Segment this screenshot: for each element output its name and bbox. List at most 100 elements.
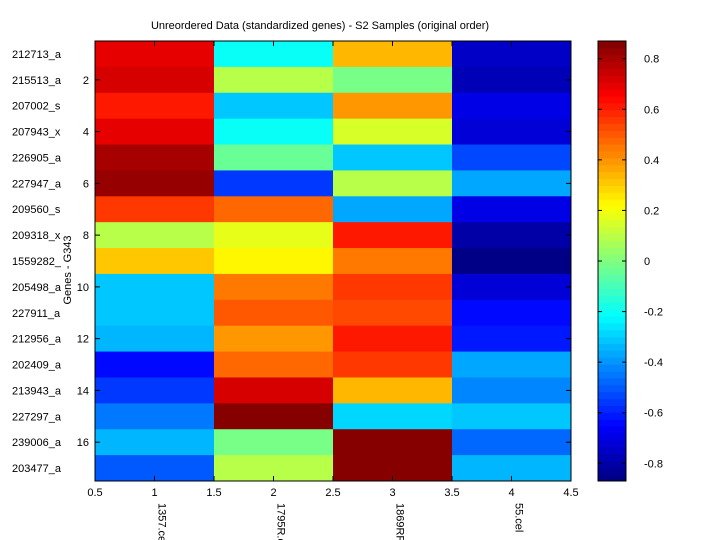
x-tick-label: 1.5 <box>206 487 221 499</box>
axes: 212713_a 215513_a 207002_s 207943_x 226905_a… <box>12 40 579 540</box>
row-label: 207002_s <box>12 101 61 113</box>
colorbar-segment <box>598 47 626 56</box>
x-tick-label: 2 <box>270 487 276 499</box>
colorbar-segment <box>598 164 626 173</box>
heatmap-cells <box>95 41 572 482</box>
heatmap-cell <box>333 170 453 197</box>
colorbar-segment <box>598 426 626 434</box>
colorbar-segment <box>598 377 626 386</box>
heatmap-cell <box>452 144 572 171</box>
colorbar-segment <box>598 412 626 420</box>
row-label: 215513_a <box>12 75 62 87</box>
x-tick-label: 3 <box>389 487 395 499</box>
colorbar-segment <box>598 384 626 393</box>
colorbar-segment <box>598 460 626 468</box>
heatmap-cell <box>214 403 334 430</box>
colorbar-segment <box>598 240 626 248</box>
heatmap-cell <box>333 273 453 301</box>
row-label: 227297_a <box>12 411 62 423</box>
heatmap-cell <box>214 273 334 301</box>
colorbar-segment <box>598 89 626 97</box>
heatmap-cell <box>333 66 453 94</box>
colorbar-segment <box>598 41 626 49</box>
colorbar-segment <box>598 295 626 303</box>
colorbar-segment <box>598 329 626 338</box>
heatmap-cell <box>333 92 453 120</box>
row-label: 227947_a <box>12 178 62 190</box>
row-label: 209560_s <box>12 204 61 216</box>
colorbar-tick-label: 0.4 <box>644 155 659 167</box>
heatmap-cell <box>452 299 572 327</box>
colorbar-tick-label: 0 <box>644 256 650 268</box>
y-tick-label: 6 <box>83 178 89 190</box>
heatmap-cell <box>333 377 453 404</box>
heatmap-cell <box>95 144 215 171</box>
heatmap-cell <box>95 299 215 327</box>
heatmap-cell <box>214 170 334 197</box>
heatmap-cell <box>452 273 572 301</box>
y-axis-label: Genes - G343 <box>62 235 74 304</box>
heatmap-cell <box>214 429 334 456</box>
colorbar-tick-label: -0.2 <box>644 307 663 319</box>
row-label: 227911_a <box>12 308 61 320</box>
colorbar-segment <box>598 336 626 344</box>
heatmap-cell <box>214 351 334 378</box>
y-tick-label: 2 <box>83 75 89 87</box>
colorbar-tick-label: 0.8 <box>644 54 659 66</box>
heatmap-cell <box>214 222 334 249</box>
heatmap-cell <box>95 429 215 456</box>
row-label: 226905_a <box>12 152 62 164</box>
heatmap-cell <box>95 170 215 197</box>
colorbar-segment <box>598 391 626 399</box>
colorbar-segment <box>598 302 626 310</box>
colorbar-segment <box>598 61 626 69</box>
colorbar-segment <box>598 233 626 241</box>
heatmap-cell <box>452 222 572 249</box>
colorbar-segment <box>598 199 626 207</box>
heatmap-cell <box>214 66 334 94</box>
heatmap-cell <box>333 248 453 275</box>
heatmap-cell <box>452 196 572 223</box>
heatmap-cell <box>333 351 453 378</box>
heatmap-cell <box>214 325 334 353</box>
colorbar-segment <box>598 419 626 427</box>
colorbar-segment <box>598 219 626 228</box>
row-label: 213943_a <box>12 385 62 397</box>
heatmap-cell <box>452 377 572 404</box>
heatmap-cell <box>95 66 215 94</box>
colorbar-segment <box>598 432 626 441</box>
row-label: 205498_a <box>12 282 62 294</box>
heatmap-cell <box>452 248 572 275</box>
colorbar-segment <box>598 357 626 365</box>
chart-title: Unreordered Data (standardized genes) - … <box>151 20 489 32</box>
colorbar-segment <box>598 343 626 351</box>
heatmap-cell <box>95 273 215 301</box>
column-label: 55.cel <box>513 503 525 532</box>
colorbar-tick-label: 0.2 <box>644 205 659 217</box>
heatmap-cell <box>214 118 334 146</box>
heatmap-cell <box>333 144 453 171</box>
x-tick-label: 4.5 <box>563 487 578 499</box>
heatmap-cell <box>214 196 334 223</box>
colorbar: -0.8 -0.6 -0.4 -0.2 0 0.2 0.4 0.6 0.8 <box>597 40 663 482</box>
heatmap-cell <box>452 118 572 146</box>
colorbar-segment <box>598 157 626 166</box>
x-tick-label: 1 <box>151 487 157 499</box>
heatmap-cell <box>214 377 334 404</box>
colorbar-segment <box>598 206 626 214</box>
heatmap-cell <box>95 325 215 353</box>
colorbar-segment <box>598 261 626 269</box>
colorbar-segment <box>598 226 626 234</box>
colorbar-segment <box>598 247 626 255</box>
row-label: 209318_x <box>12 230 61 242</box>
colorbar-segment <box>598 116 626 124</box>
column-label: 1869RR <box>394 503 406 540</box>
heatmap-cell <box>333 429 453 456</box>
row-label: 212956_a <box>12 334 62 346</box>
heatmap-cell <box>214 248 334 275</box>
y-tick-label: 16 <box>77 437 89 449</box>
colorbar-segment <box>598 171 626 179</box>
colorbar-segment <box>598 446 626 454</box>
